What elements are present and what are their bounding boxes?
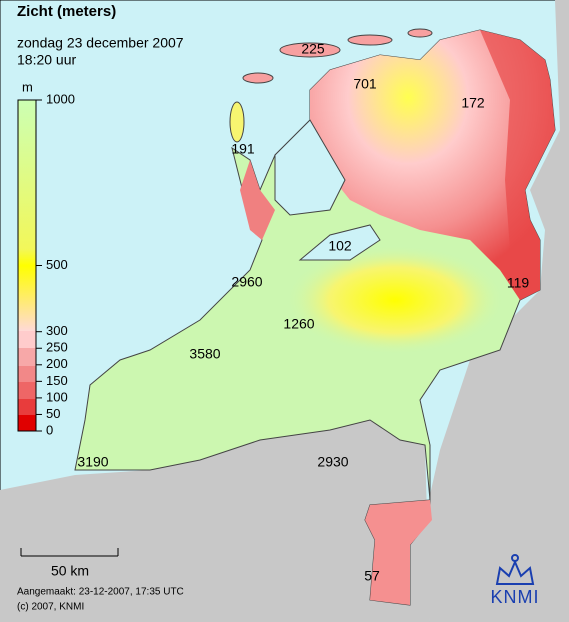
station-value: 119 [507,275,530,291]
legend-tick-label: 1000 [46,91,75,106]
legend: m [17,79,37,432]
band [18,366,36,382]
low-visibility-north [310,30,555,300]
station-value: 57 [364,568,380,584]
island [242,72,274,84]
band [18,399,36,415]
date: zondag 23 december 2007 [17,35,184,51]
title: Zicht (meters) [17,3,116,20]
red-northholland [240,160,275,240]
legend-tick-label: 250 [46,340,68,355]
legend-tick-label: 500 [46,257,68,272]
legend-tick-label: 100 [46,389,68,404]
station-value: 3190 [77,454,108,470]
red-east [480,30,555,300]
island [407,28,433,38]
station-value: 1260 [283,316,314,332]
station-value: 191 [231,141,255,157]
station-value: 2960 [231,274,262,290]
island [279,42,341,58]
band [18,415,36,431]
band [18,348,36,366]
scale-bar [20,548,119,557]
markermeer [298,224,381,261]
band [18,382,36,399]
legend-tick-label: 300 [46,323,68,338]
ijsselmeer [274,119,346,216]
band [18,331,36,348]
island [229,101,245,143]
copyright: (c) 2007, KNMI [17,602,84,613]
station-value: 701 [353,76,377,92]
legend-unit: m [22,79,33,94]
station-value: 225 [301,41,325,57]
legend-tick-label: 200 [46,356,68,371]
created: Aangemaakt: 23-12-2007, 17:35 UTC [17,587,184,598]
germany [420,0,569,622]
time: 18:20 uur [17,52,76,68]
scale-label: 50 km [51,563,89,579]
station-value: 102 [328,238,352,254]
station-value: 2930 [317,454,348,470]
legend-tick-label: 0 [46,422,53,437]
logo-text: KNMI [491,587,540,607]
station-value: 3580 [189,346,220,362]
legend-tick-label: 150 [46,373,68,388]
legend-tick-label: 50 [46,406,60,421]
island [347,34,393,46]
red-limburg [365,500,432,605]
station-value: 172 [461,95,485,111]
logo-crown [495,554,535,585]
yellow-band [285,245,505,355]
belgium [0,420,430,622]
